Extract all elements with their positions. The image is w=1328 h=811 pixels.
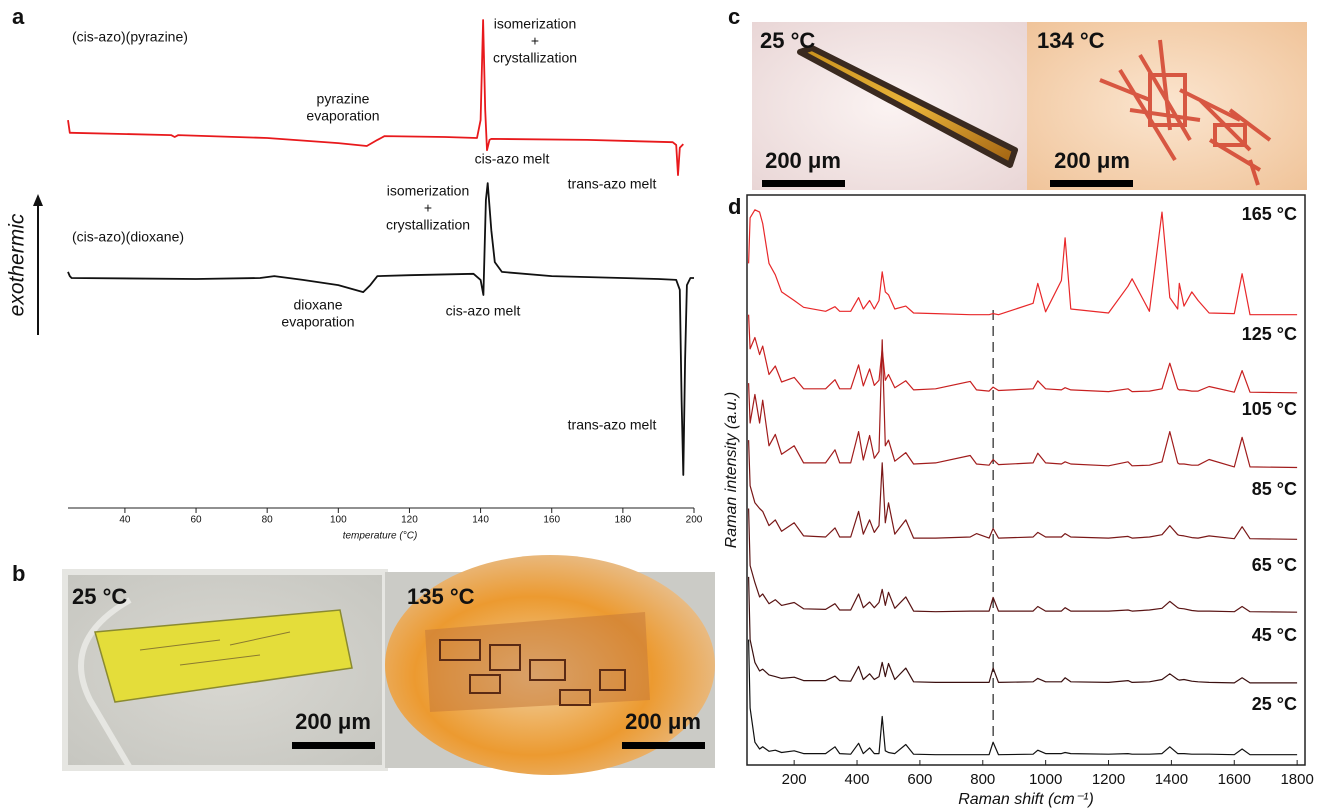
x-tick-label: 1600 [1218,771,1251,788]
annotation: trans-azo melt [568,417,657,433]
x-tick-label: 180 [615,515,632,526]
x-tick-label: 80 [262,515,274,526]
panel-letter: c [728,4,740,29]
trace-label: 45 °C [1252,625,1297,645]
x-tick-label: 60 [190,515,202,526]
x-axis-label: Raman shift (cm⁻¹) [958,791,1094,808]
photo-temperature: 135 °C [407,584,475,609]
panel-letter: d [728,194,741,219]
x-tick-label: 1000 [1029,771,1062,788]
photo-temperature: 25 °C [760,28,815,53]
series-label: (cis-azo)(dioxane) [72,229,184,245]
trace-label: 165 °C [1242,204,1297,224]
x-tick-label: 800 [970,771,995,788]
y-axis-label: exothermic [6,213,29,316]
scale-bar [1050,180,1133,187]
raman-frame [747,195,1305,765]
series-line [749,577,1298,683]
annotation: dioxane [293,297,342,313]
x-tick-label: 600 [907,771,932,788]
series-line [749,210,1298,315]
trace-label: 65 °C [1252,555,1297,575]
panel-letter: b [12,561,25,586]
scale-bar [622,742,705,749]
annotation: isomerization [494,16,576,32]
annotation: cis-azo melt [475,151,550,167]
scale-bar [762,180,845,187]
photo-temperature: 134 °C [1037,28,1105,53]
annotation: evaporation [306,108,379,124]
photo-b [65,555,715,775]
trace-label: 85 °C [1252,479,1297,499]
figure: a b c d 25 °C 200 μm 135 °C 200 μm 25 °C… [0,0,1328,811]
x-tick-label: 140 [472,515,489,526]
annotation: isomerization [387,183,469,199]
photo-temperature: 25 °C [72,584,127,609]
annotation: cis-azo melt [446,303,521,319]
x-tick-label: 120 [401,515,418,526]
exo-arrowhead [33,194,43,206]
trace-label: 105 °C [1242,399,1297,419]
series-line [749,509,1298,613]
scale-label: 200 μm [765,148,841,173]
annotation: pyrazine [317,91,370,107]
annotation: crystallization [386,217,470,233]
x-tick-label: 160 [543,515,560,526]
trace-label: 125 °C [1242,324,1297,344]
x-tick-label: 1200 [1092,771,1125,788]
annotation: trans-azo melt [568,176,657,192]
x-tick-label: 1400 [1155,771,1188,788]
x-axis-label: temperature (°C) [343,531,418,542]
annotation: evaporation [281,314,354,330]
series-line [749,640,1298,755]
x-tick-label: 200 [686,515,703,526]
series-line [749,315,1298,393]
series-line [749,340,1298,468]
x-tick-label: 1800 [1280,771,1313,788]
trace-label: 25 °C [1252,694,1297,714]
annotation: crystallization [493,50,577,66]
annotation: + [424,200,432,216]
scale-label: 200 μm [625,709,701,734]
x-tick-label: 200 [782,771,807,788]
scale-bar [292,742,375,749]
x-tick-label: 100 [330,515,347,526]
x-tick-label: 40 [119,515,131,526]
y-axis-label: Raman intensity (a.u.) [723,392,740,549]
scale-label: 200 μm [1054,148,1130,173]
scale-label: 200 μm [295,709,371,734]
panel-letter: a [12,4,25,29]
annotation: + [531,33,539,49]
x-tick-label: 400 [845,771,870,788]
series-label: (cis-azo)(pyrazine) [72,29,188,45]
